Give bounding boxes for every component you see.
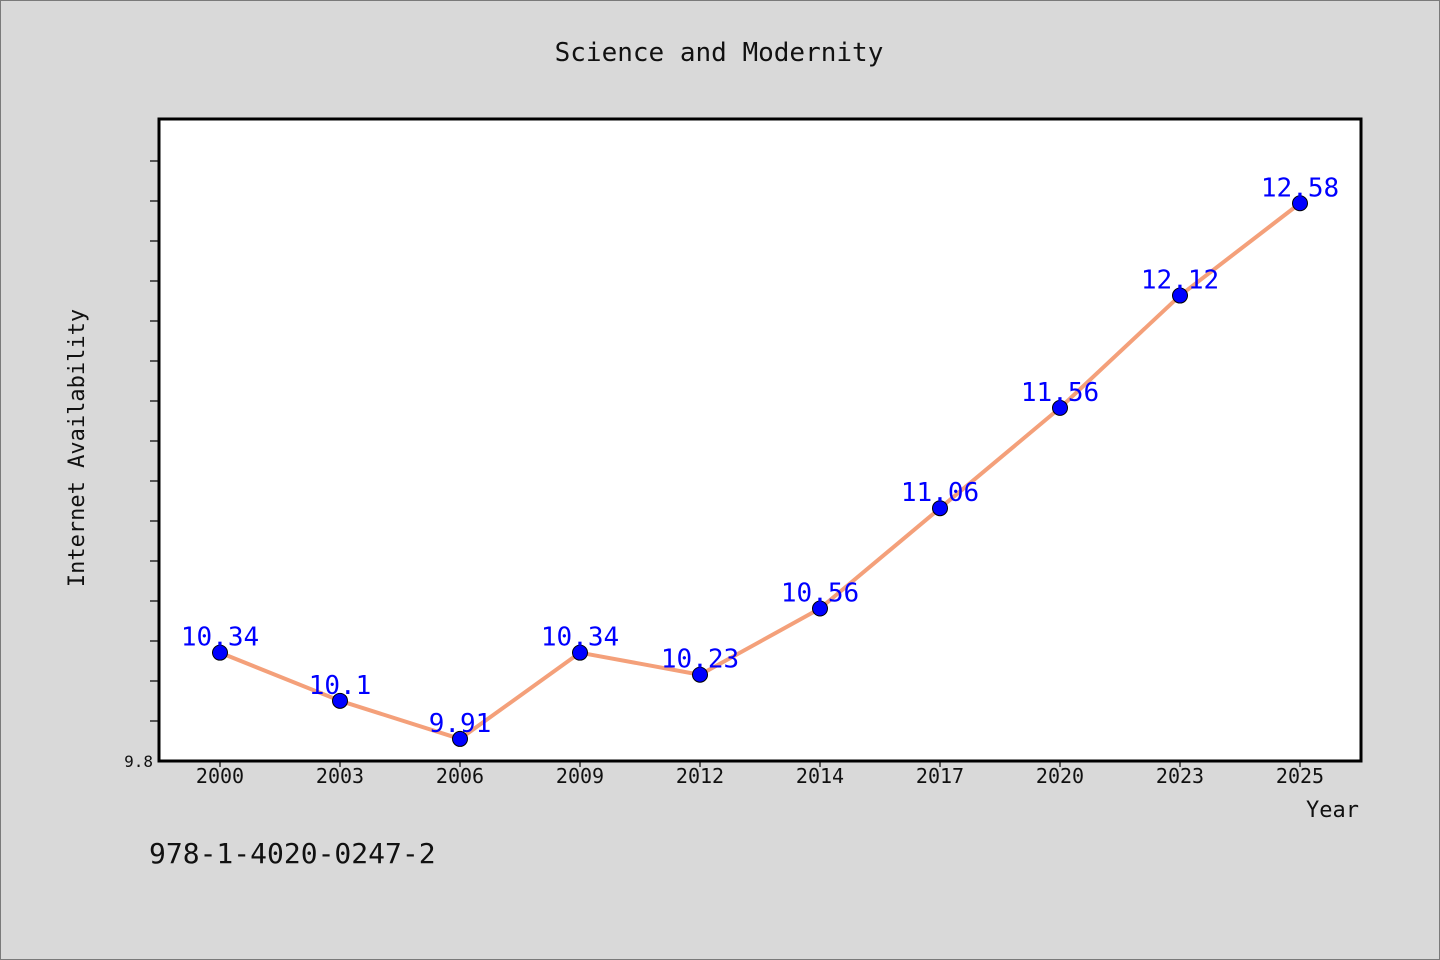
data-label-2025: 12.58 bbox=[1261, 173, 1339, 203]
y-tick-label-min: 9.8 bbox=[124, 752, 153, 771]
y-axis-ticks bbox=[150, 160, 159, 722]
data-point-2009 bbox=[572, 644, 588, 661]
data-label-2006: 9.91 bbox=[429, 709, 492, 739]
data-label-2023: 12.12 bbox=[1141, 266, 1219, 296]
data-point-2023 bbox=[1172, 287, 1188, 304]
data-label-2017: 11.06 bbox=[901, 478, 979, 508]
data-point-2012 bbox=[692, 666, 708, 683]
data-label-2009: 10.34 bbox=[541, 623, 619, 653]
x-tick-label-2009: 2009 bbox=[556, 764, 604, 788]
x-tick-label-2020: 2020 bbox=[1036, 764, 1084, 788]
x-axis-tick-labels: 2000 2003 2006 2009 2012 2014 2017 2020 2023 2025 bbox=[196, 764, 1324, 788]
data-label-2003: 10.1 bbox=[309, 671, 372, 701]
plot-area bbox=[157, 117, 1363, 763]
isbn-label: 978-1-4020-0247-2 bbox=[149, 837, 436, 870]
x-tick-label-2006: 2006 bbox=[436, 764, 484, 788]
data-point-2006 bbox=[452, 730, 468, 747]
data-point-2014 bbox=[812, 600, 828, 617]
x-tick-label-2023: 2023 bbox=[1156, 764, 1204, 788]
x-axis-ticks bbox=[219, 761, 1301, 767]
data-label-2012: 10.23 bbox=[661, 645, 739, 675]
data-point-2003 bbox=[332, 692, 348, 709]
data-label-2020: 11.56 bbox=[1021, 378, 1099, 408]
x-axis-label: Year bbox=[1306, 798, 1359, 823]
data-label-2000: 10.34 bbox=[181, 623, 259, 653]
y-axis-label: Internet Availability bbox=[65, 309, 90, 587]
data-point-2017 bbox=[932, 500, 948, 517]
series-markers bbox=[212, 195, 1308, 747]
x-tick-label-2017: 2017 bbox=[916, 764, 964, 788]
series-line bbox=[219, 201, 1302, 741]
data-labels: 10.34 10.1 9.91 10.34 10.23 10.56 11.06 11.56 12… bbox=[181, 173, 1339, 739]
data-point-2025 bbox=[1292, 195, 1308, 212]
x-tick-label-2003: 2003 bbox=[316, 764, 364, 788]
data-label-2014: 10.56 bbox=[781, 579, 859, 609]
x-tick-label-2025: 2025 bbox=[1276, 764, 1324, 788]
x-tick-label-2014: 2014 bbox=[796, 764, 844, 788]
chart-title: Science and Modernity bbox=[555, 38, 884, 68]
x-tick-label-2012: 2012 bbox=[676, 764, 724, 788]
data-point-2020 bbox=[1052, 399, 1068, 416]
data-point-2000 bbox=[212, 644, 228, 661]
x-tick-label-2000: 2000 bbox=[196, 764, 244, 788]
